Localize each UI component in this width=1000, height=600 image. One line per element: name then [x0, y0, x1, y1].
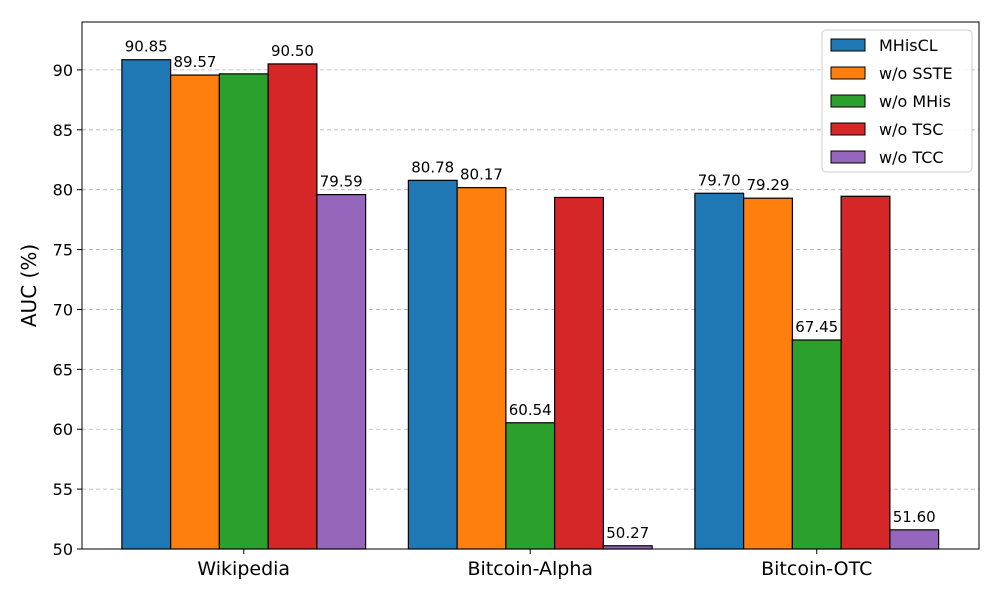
y-tick-label: 50: [53, 540, 73, 559]
bar-value-label: 90.50: [271, 42, 314, 60]
legend-label: w/o SSTE: [879, 64, 953, 83]
y-tick-label: 65: [53, 360, 73, 379]
bar: [505, 422, 556, 550]
bar-value-label: 51.60: [893, 508, 936, 526]
y-axis-title: AUC (%): [17, 244, 41, 327]
y-tick-label: 55: [53, 480, 73, 499]
bars: [121, 59, 940, 550]
y-tick-label: 60: [53, 420, 73, 439]
bar: [267, 63, 318, 550]
legend-box: [821, 29, 973, 173]
bar-value-label: 50.27: [606, 524, 649, 542]
legend-swatch: [830, 38, 866, 52]
bar: [316, 193, 367, 550]
x-axis-ticks: Wikipedia Bitcoin-Alpha Bitcoin-OTC: [197, 549, 872, 580]
legend-label: MHisCL: [879, 36, 938, 55]
bar: [554, 196, 604, 550]
bar: [791, 339, 842, 550]
bar-value-label: 79.29: [747, 176, 790, 194]
bar-value-label: 90.85: [125, 38, 168, 56]
bar: [121, 59, 172, 550]
data-labels: 90.85 89.57 90.50 79.59 80.78 80.17 60.54 50.27…: [125, 38, 936, 542]
bar: [456, 187, 507, 550]
y-tick-label: 75: [53, 241, 73, 260]
y-tick-label: 80: [53, 181, 73, 200]
bar-value-label: 89.57: [174, 53, 217, 71]
y-tick-label: 85: [53, 121, 73, 140]
legend-swatch: [830, 94, 866, 108]
legend-swatch: [830, 122, 866, 136]
y-axis-ticks: 50 55 60 65 70 75 80 85 90: [53, 61, 82, 559]
bar: [840, 195, 891, 550]
legend-swatch: [830, 66, 866, 80]
legend-label: w/o TSC: [879, 120, 943, 139]
bar-value-label: 80.17: [460, 166, 503, 184]
legend-label: w/o TCC: [879, 148, 944, 167]
bar: [170, 74, 220, 550]
x-tick-label: Wikipedia: [197, 558, 290, 580]
bar-value-label: 60.54: [509, 401, 552, 419]
bar-value-label: 67.45: [795, 318, 838, 336]
bar: [889, 529, 940, 550]
y-tick-label: 90: [53, 61, 73, 80]
bar: [218, 73, 269, 550]
bar: [407, 179, 458, 550]
legend-label: w/o MHis: [879, 92, 951, 111]
bar: [743, 197, 793, 550]
bar: [694, 192, 745, 550]
x-tick-label: Bitcoin-Alpha: [467, 558, 593, 580]
bar-value-label: 80.78: [411, 158, 454, 176]
y-tick-label: 70: [53, 300, 73, 319]
legend-swatch: [830, 150, 866, 164]
x-tick-label: Bitcoin-OTC: [761, 558, 872, 580]
bar-value-label: 79.70: [698, 171, 741, 189]
bar-value-label: 79.59: [320, 173, 363, 191]
legend: MHisCL w/o SSTE w/o MHis w/o TSC w/o TCC: [821, 29, 973, 173]
